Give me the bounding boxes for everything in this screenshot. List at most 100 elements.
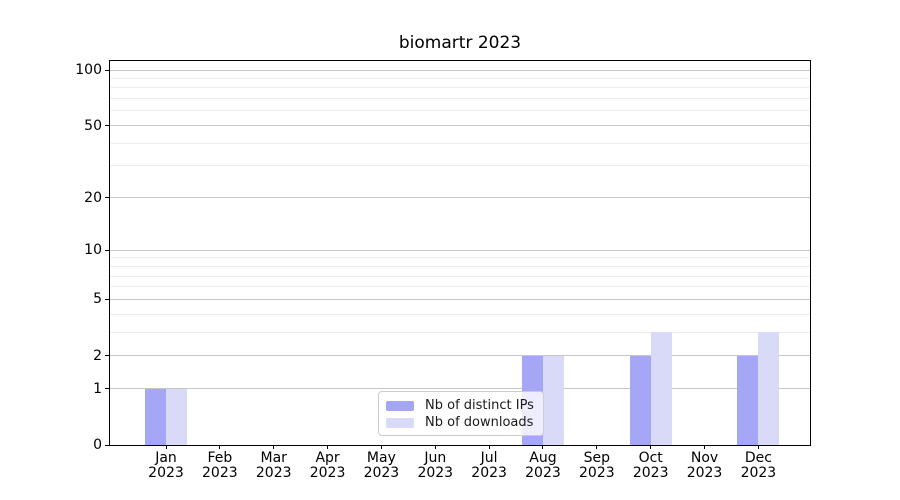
- x-tick-year: 2023: [525, 465, 561, 481]
- x-tick-label: Jun 2023: [405, 451, 465, 481]
- x-tick-month: Dec: [744, 450, 772, 466]
- x-tick-mark: [327, 445, 329, 449]
- x-tick-label: Aug 2023: [513, 451, 573, 481]
- minor-gridline: [110, 331, 810, 333]
- minor-gridline: [110, 313, 810, 315]
- legend-label-downloads: Nb of downloads: [425, 415, 534, 430]
- x-tick-year: 2023: [148, 465, 184, 481]
- x-tick-month: May: [366, 450, 396, 466]
- x-tick-label: Apr 2023: [298, 451, 358, 481]
- minor-gridline: [110, 257, 810, 259]
- y-tick-mark: [105, 249, 109, 251]
- minor-gridline: [110, 275, 810, 277]
- bar-distinct-ips: [145, 388, 166, 445]
- x-tick-label: Dec 2023: [728, 451, 788, 481]
- y-tick-mark: [105, 298, 109, 300]
- plot-area: Nb of distinct IPs Nb of downloads: [109, 60, 811, 446]
- major-gridline: [110, 388, 810, 390]
- x-tick-label: Sep 2023: [567, 451, 627, 481]
- legend: Nb of distinct IPs Nb of downloads: [378, 391, 544, 436]
- bar-downloads: [650, 332, 672, 445]
- x-tick-year: 2023: [309, 465, 346, 481]
- x-tick-mark: [596, 445, 598, 449]
- x-tick-month: Nov: [690, 450, 719, 466]
- x-tick-mark: [380, 445, 382, 449]
- minor-gridline: [110, 286, 810, 288]
- chart-title: biomartr 2023: [398, 33, 522, 53]
- x-tick-month: Jul: [480, 450, 498, 466]
- minor-gridline: [110, 110, 810, 112]
- legend-entry-distinct-ips: Nb of distinct IPs: [386, 398, 535, 413]
- x-tick-month: Aug: [529, 450, 557, 466]
- x-tick-month: Mar: [260, 450, 287, 466]
- x-tick-month: Apr: [315, 450, 340, 466]
- y-tick-label: 5: [93, 291, 102, 308]
- legend-label-distinct-ips: Nb of distinct IPs: [425, 398, 534, 413]
- x-tick-year: 2023: [363, 465, 400, 481]
- x-tick-label: Feb 2023: [190, 451, 250, 481]
- x-tick-month: Oct: [638, 450, 663, 466]
- x-tick-label: Jan 2023: [136, 451, 196, 481]
- x-tick-label: May 2023: [351, 451, 411, 481]
- y-tick-mark: [105, 444, 109, 446]
- y-tick-label: 0: [93, 437, 102, 453]
- x-tick-year: 2023: [255, 465, 292, 481]
- x-tick-label: Jul 2023: [459, 451, 519, 481]
- x-tick-label: Mar 2023: [244, 451, 304, 481]
- x-tick-month: Jun: [424, 450, 447, 466]
- y-tick-label: 2: [93, 347, 102, 364]
- x-tick-mark: [704, 445, 706, 449]
- x-tick-mark: [273, 445, 275, 449]
- x-tick-year: 2023: [202, 465, 238, 481]
- bar-distinct-ips: [737, 355, 759, 445]
- x-tick-month: Sep: [583, 450, 611, 466]
- minor-gridline: [110, 165, 810, 167]
- x-tick-mark: [165, 445, 167, 449]
- x-tick-year: 2023: [632, 465, 669, 481]
- y-tick-mark: [105, 355, 109, 357]
- legend-swatch-distinct-ips: [386, 400, 414, 411]
- x-tick-mark: [434, 445, 436, 449]
- y-tick-label: 20: [84, 189, 102, 206]
- legend-swatch-downloads: [386, 417, 414, 428]
- y-tick-mark: [105, 197, 109, 199]
- y-tick-label: 100: [75, 62, 102, 78]
- x-tick-year: 2023: [686, 465, 723, 481]
- major-gridline: [110, 69, 810, 71]
- y-tick-mark: [105, 125, 109, 127]
- x-tick-label: Nov 2023: [675, 451, 735, 481]
- major-gridline: [110, 249, 810, 251]
- x-tick-year: 2023: [579, 465, 615, 481]
- x-tick-year: 2023: [471, 465, 507, 481]
- minor-gridline: [110, 77, 810, 79]
- y-tick-label: 50: [84, 117, 102, 134]
- x-tick-label: Oct 2023: [621, 451, 681, 481]
- major-gridline: [110, 298, 810, 300]
- x-tick-month: Jan: [155, 450, 177, 466]
- major-gridline: [110, 197, 810, 199]
- minor-gridline: [110, 98, 810, 100]
- bar-downloads: [758, 332, 780, 445]
- x-tick-year: 2023: [740, 465, 777, 481]
- x-tick-mark: [650, 445, 652, 449]
- y-tick-mark: [105, 69, 109, 71]
- x-tick-mark: [488, 445, 490, 449]
- bar-downloads: [166, 388, 187, 445]
- x-tick-year: 2023: [417, 465, 454, 481]
- x-tick-mark: [542, 445, 544, 449]
- bar-downloads: [542, 355, 564, 445]
- bar-distinct-ips: [629, 355, 651, 445]
- major-gridline: [110, 125, 810, 127]
- y-tick-label: 1: [93, 380, 102, 397]
- major-gridline: [110, 355, 810, 357]
- minor-gridline: [110, 87, 810, 89]
- minor-gridline: [110, 265, 810, 267]
- y-tick-label: 10: [84, 242, 102, 259]
- y-tick-mark: [105, 388, 109, 390]
- x-tick-month: Feb: [207, 450, 233, 466]
- minor-gridline: [110, 142, 810, 144]
- x-tick-mark: [757, 445, 759, 449]
- legend-entry-downloads: Nb of downloads: [386, 415, 535, 430]
- x-tick-mark: [219, 445, 221, 449]
